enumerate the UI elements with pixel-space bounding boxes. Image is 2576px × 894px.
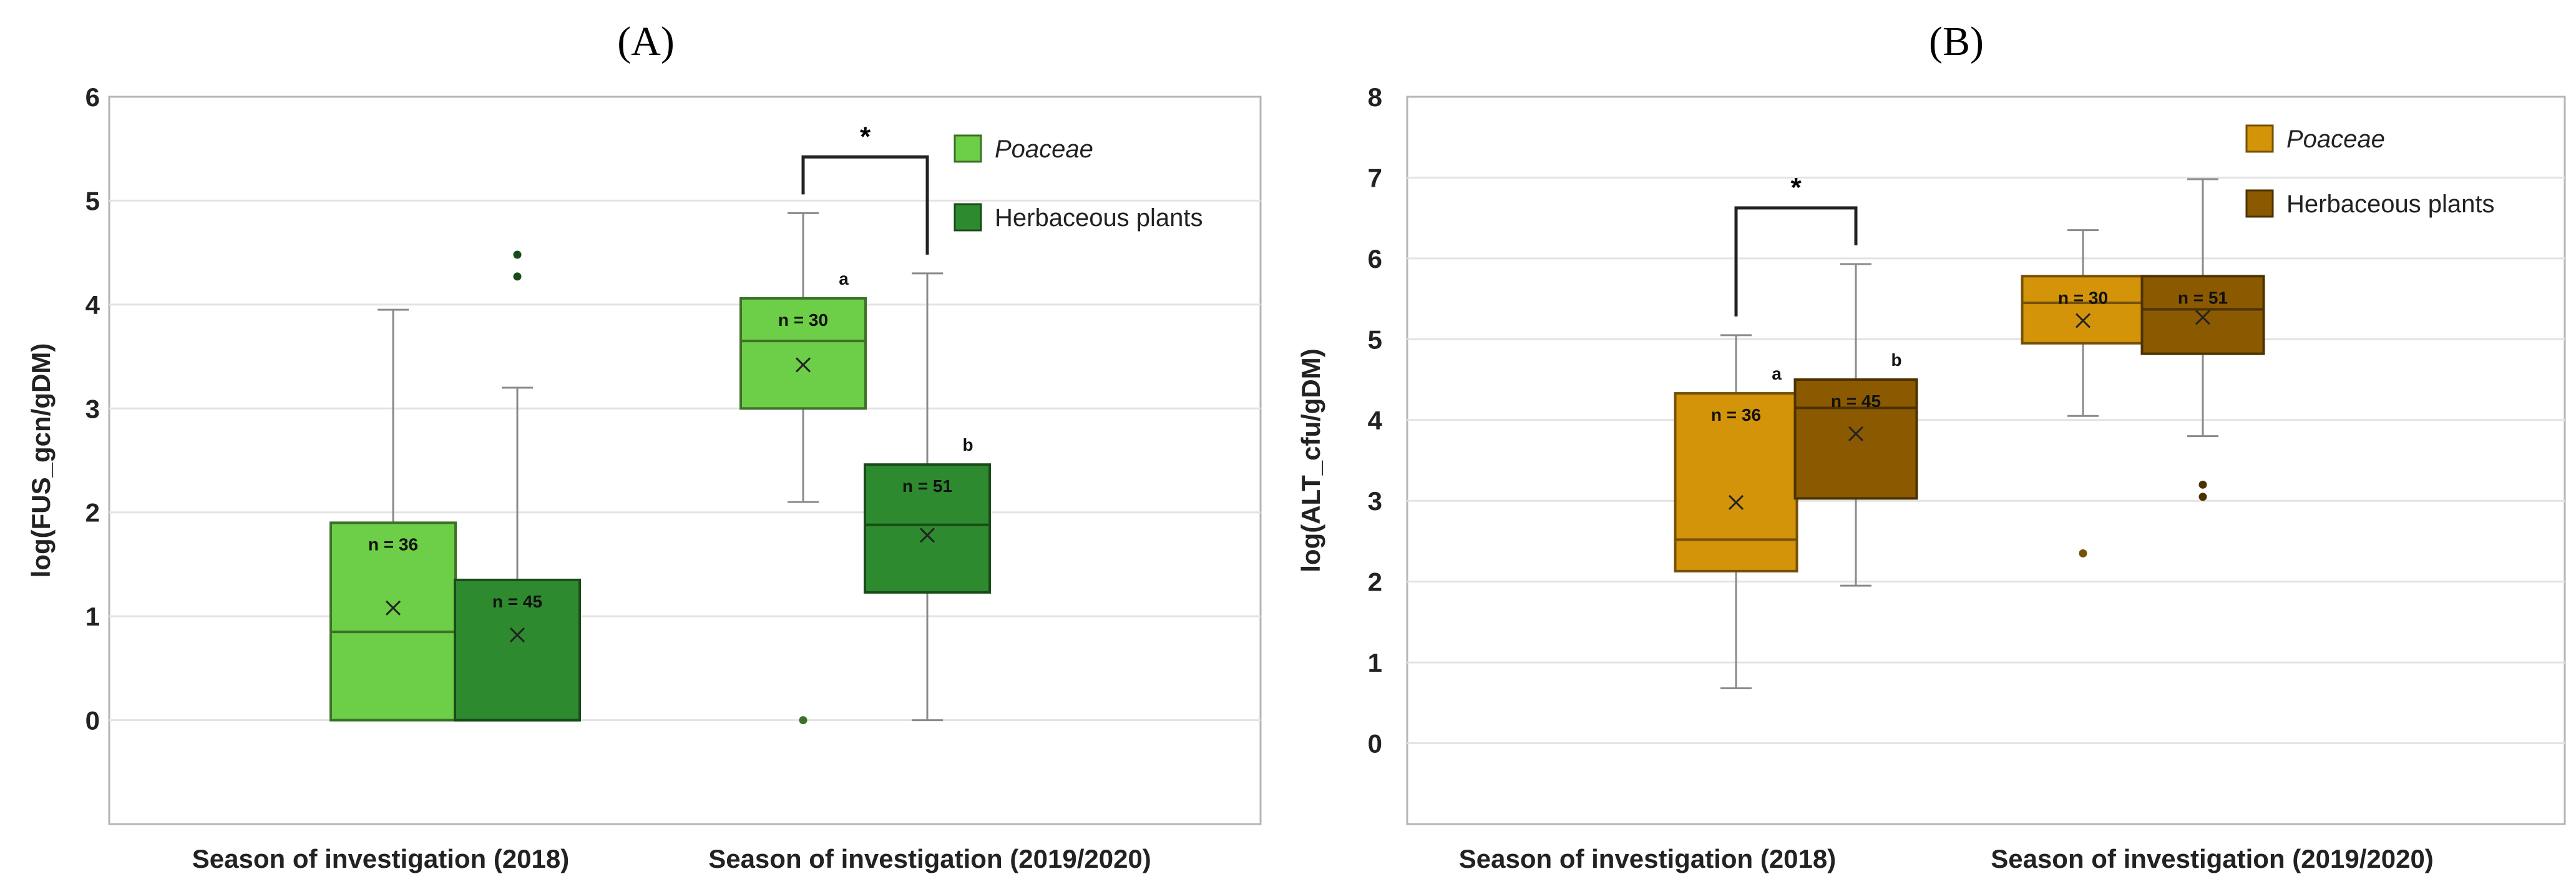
legend-label: Poaceae [995, 135, 1093, 163]
panel-a-x-category-label: Season of investigation (2018) [192, 844, 570, 873]
panel-a-y-tick-label: 1 [85, 602, 100, 631]
n-label: n = 30 [778, 310, 828, 330]
n-label: n = 36 [1711, 405, 1761, 425]
outlier-point [2198, 493, 2207, 501]
box-body [739, 297, 867, 410]
panel-a-y-tick-label: 3 [85, 394, 100, 423]
panel-b-box-2: n = 30 [2021, 229, 2145, 558]
significance-letter: a [1772, 364, 1782, 383]
panel-b-box-0: n = 36 a [1674, 334, 1798, 690]
mean-marker [509, 627, 525, 643]
panel-b-plot-frame [1406, 96, 2566, 825]
panel-a-y-tick-label: 6 [85, 82, 100, 112]
panel-b-box-3: n = 51 [2140, 178, 2265, 501]
panel-b-box-1: n = 45 b [1793, 263, 1918, 587]
panel-a-title: (A) [617, 19, 675, 64]
n-label: n = 45 [1831, 391, 1881, 411]
significance-letter: a [839, 269, 849, 288]
n-label: n = 51 [2178, 288, 2228, 307]
outlier-point [513, 272, 522, 281]
box-body [864, 463, 991, 594]
box-body [2021, 275, 2145, 345]
panel-a-box-2: n = 30 a [739, 212, 867, 725]
mean-marker [2195, 310, 2211, 325]
legend-label: Poaceae [2286, 125, 2385, 153]
significance-letter: b [962, 435, 973, 454]
panel-a-x-category-label: Season of investigation (2019/2020) [708, 844, 1151, 873]
box-body [2140, 275, 2265, 355]
box-body [1793, 378, 1918, 500]
panel-b-y-tick-label: 1 [1368, 648, 1382, 677]
legend-swatch [954, 134, 982, 163]
panel-b-legend-item: Herbaceous plants [2245, 189, 2495, 218]
panel-a-significance-bracket: * [801, 121, 929, 255]
panel-b-y-tick-label: 2 [1368, 567, 1382, 597]
bracket-line [1734, 206, 1858, 317]
legend-label: Herbaceous plants [995, 204, 1203, 232]
panel-a: (A) 0 1 2 3 4 5 6 log(FUS_gcn/gDM) Season of inve… [26, 19, 1262, 873]
panel-b-y-tick-label: 0 [1368, 729, 1382, 759]
legend-label: Herbaceous plants [2286, 190, 2495, 218]
legend-swatch [954, 203, 982, 232]
panel-a-y-tick-label: 4 [85, 290, 100, 320]
panel-a-y-tick-label: 2 [85, 498, 100, 528]
bracket-line [801, 155, 929, 255]
n-label: n = 51 [902, 476, 952, 496]
panel-b-y-tick-label: 8 [1368, 82, 1382, 112]
panel-b-y-axis-label: log(ALT_cfu/gDM) [1296, 348, 1325, 572]
panel-b-y-tick-label: 3 [1368, 486, 1382, 516]
panel-b-y-tick-label: 5 [1368, 325, 1382, 354]
outlier-point [513, 250, 522, 259]
panel-a-y-axis-label: log(FUS_gcn/gDM) [26, 343, 56, 578]
panel-b-y-tick-label: 7 [1368, 163, 1382, 192]
outlier-point [2198, 480, 2207, 489]
n-label: n = 36 [368, 534, 418, 554]
mean-marker [385, 600, 401, 616]
panel-b-y-tick-label: 6 [1368, 244, 1382, 273]
significance-letter: b [1891, 350, 1901, 370]
outlier-point [2079, 549, 2087, 558]
panel-b: (B) 0 1 2 3 4 5 6 7 8 log(ALT_cfu/gDM) Season of in… [1296, 19, 2566, 873]
n-label: n = 45 [492, 592, 542, 611]
panel-a-legend-item: Poaceae [954, 134, 1093, 163]
legend-swatch [2245, 124, 2274, 153]
panel-b-legend-item: Poaceae [2245, 124, 2385, 153]
legend-swatch [2245, 189, 2274, 218]
significance-star: * [1790, 172, 1802, 203]
panel-a-y-tick-label: 5 [85, 186, 100, 215]
panel-b-title: (B) [1929, 19, 1984, 64]
mean-marker [2075, 313, 2091, 328]
outlier-point [799, 716, 807, 725]
panel-a-legend-item: Herbaceous plants [954, 203, 1203, 232]
mean-marker [1848, 426, 1864, 441]
mean-marker [795, 357, 811, 373]
panel-b-x-category-label: Season of investigation (2019/2020) [1991, 844, 2434, 873]
panel-a-y-tick-label: 0 [85, 706, 100, 735]
mean-marker [1728, 494, 1744, 510]
panel-a-box-1: n = 45 [454, 250, 581, 722]
significance-star: * [860, 121, 871, 152]
box-body [1674, 392, 1798, 572]
panel-b-x-category-label: Season of investigation (2018) [1459, 844, 1837, 873]
mean-marker [919, 528, 935, 543]
panel-a-box-0: n = 36 [329, 308, 457, 722]
panel-a-box-3: n = 51 b [864, 272, 991, 722]
panel-a-plot-frame [108, 96, 1262, 825]
box-body [454, 578, 581, 722]
box-body [329, 521, 457, 722]
panel-b-significance-bracket: * [1734, 172, 1858, 317]
n-label: n = 30 [2058, 288, 2108, 307]
panel-b-y-tick-label: 4 [1368, 406, 1383, 435]
